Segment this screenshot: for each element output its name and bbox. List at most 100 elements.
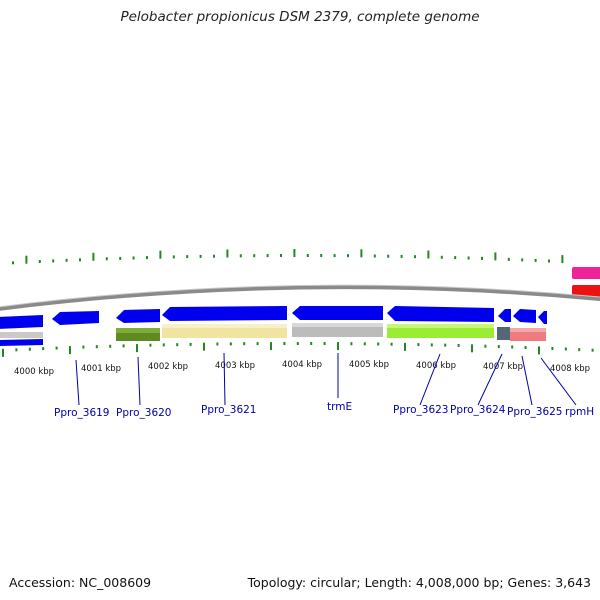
tick-mark bbox=[521, 258, 524, 262]
tick-mark bbox=[82, 345, 85, 349]
tick-mark bbox=[564, 347, 567, 351]
tick-mark bbox=[92, 252, 95, 261]
gene-label-ppro-3623[interactable]: Ppro_3623 bbox=[393, 404, 448, 416]
gene-label-rpmh[interactable]: rpmH bbox=[565, 406, 594, 418]
tick-mark bbox=[55, 346, 58, 350]
top-tick-row bbox=[12, 249, 564, 265]
tick-mark bbox=[199, 254, 202, 258]
kbp-label: 4003 kbp bbox=[215, 361, 255, 371]
tick-mark bbox=[347, 254, 349, 258]
tick-mark bbox=[551, 347, 554, 350]
feature-block[interactable] bbox=[497, 327, 510, 340]
tick-mark bbox=[310, 342, 313, 345]
kbp-label: 4000 kbp bbox=[14, 367, 54, 377]
tick-mark bbox=[414, 255, 416, 259]
gene-label-trme[interactable]: trmE bbox=[327, 401, 352, 413]
tick-mark bbox=[253, 254, 256, 258]
tick-mark bbox=[226, 249, 229, 258]
tick-mark bbox=[497, 345, 500, 349]
kbp-label: 4008 kbp bbox=[550, 364, 590, 374]
tick-mark bbox=[538, 346, 540, 355]
tick-mark bbox=[404, 342, 406, 351]
gene-leader-lines bbox=[75, 352, 577, 406]
tick-mark bbox=[119, 256, 122, 260]
tick-mark bbox=[430, 343, 433, 347]
tick-mark bbox=[320, 254, 323, 257]
tick-mark bbox=[159, 250, 162, 259]
tick-mark bbox=[229, 342, 232, 346]
tick-mark bbox=[296, 342, 299, 345]
gene-arrow[interactable] bbox=[387, 306, 494, 322]
tick-mark bbox=[149, 343, 152, 347]
tick-mark bbox=[494, 252, 497, 261]
tick-mark bbox=[136, 344, 138, 353]
gene-arrow[interactable] bbox=[162, 306, 287, 321]
genome-summary-text: Topology: circular; Length: 4,008,000 bp… bbox=[247, 575, 591, 590]
feature-red-bar bbox=[572, 285, 600, 297]
gene-label-ppro-3621[interactable]: Ppro_3621 bbox=[201, 404, 256, 416]
tick-mark bbox=[283, 342, 286, 345]
kbp-label: 4002 kbp bbox=[148, 362, 188, 372]
tick-mark bbox=[387, 254, 390, 258]
tick-mark bbox=[444, 343, 447, 347]
tick-mark bbox=[12, 261, 14, 265]
tick-mark bbox=[578, 348, 581, 352]
tick-mark bbox=[25, 255, 28, 264]
tick-mark bbox=[189, 342, 192, 346]
gene-label-ppro-3625[interactable]: Ppro_3625 bbox=[507, 406, 562, 418]
gene-arrow[interactable] bbox=[498, 309, 511, 322]
tick-mark bbox=[534, 258, 537, 262]
tick-mark bbox=[172, 255, 175, 259]
bottom-tick-row bbox=[2, 342, 594, 357]
kbp-label: 4006 kbp bbox=[416, 361, 456, 371]
tick-mark bbox=[293, 249, 296, 257]
gene-label-ppro-3620[interactable]: Ppro_3620 bbox=[116, 407, 171, 419]
tick-mark bbox=[122, 344, 125, 348]
gene-label-ppro-3619[interactable]: Ppro_3619 bbox=[54, 407, 109, 419]
tick-mark bbox=[511, 345, 514, 349]
tick-mark bbox=[337, 342, 339, 351]
tick-mark bbox=[2, 348, 4, 357]
tick-mark bbox=[38, 260, 41, 263]
gene-labels: Ppro_3619 Ppro_3620 Ppro_3621 trmE Ppro_… bbox=[54, 401, 594, 419]
strand-arrow-row bbox=[0, 306, 547, 346]
tick-mark bbox=[591, 348, 594, 352]
genome-backbone bbox=[0, 285, 600, 311]
tick-mark bbox=[484, 344, 487, 348]
feature-grey-strip bbox=[0, 332, 43, 338]
tick-mark bbox=[390, 342, 393, 346]
tick-mark bbox=[216, 342, 219, 346]
feature-pink-bar bbox=[572, 267, 600, 279]
tick-mark bbox=[213, 254, 215, 258]
tick-mark bbox=[440, 255, 443, 259]
gene-arrow[interactable] bbox=[0, 339, 43, 346]
gene-arrow[interactable] bbox=[513, 309, 536, 323]
tick-mark bbox=[42, 347, 45, 351]
gene-arrow[interactable] bbox=[116, 309, 160, 323]
tick-mark bbox=[176, 343, 179, 347]
tick-mark bbox=[363, 342, 366, 346]
tick-mark bbox=[481, 256, 483, 260]
tick-mark bbox=[333, 254, 336, 258]
tick-mark bbox=[306, 254, 309, 257]
accession-text: Accession: NC_008609 bbox=[9, 575, 152, 590]
tick-mark bbox=[548, 259, 550, 263]
gene-arrow[interactable] bbox=[292, 306, 383, 320]
tick-mark bbox=[323, 342, 326, 345]
gene-arrow[interactable] bbox=[52, 311, 99, 325]
gene-arrow[interactable] bbox=[0, 315, 43, 329]
gene-label-ppro-3624[interactable]: Ppro_3624 bbox=[450, 404, 506, 416]
tick-mark bbox=[28, 347, 31, 351]
tick-mark bbox=[105, 257, 108, 261]
tick-mark bbox=[454, 256, 457, 260]
tick-mark bbox=[507, 257, 510, 261]
tick-mark bbox=[203, 342, 205, 351]
tick-mark bbox=[69, 346, 71, 355]
kbp-label: 4001 kbp bbox=[81, 364, 121, 374]
tick-mark bbox=[457, 344, 460, 347]
gene-arrow[interactable] bbox=[538, 311, 547, 324]
kbp-scale: 4000 kbp 4001 kbp 4002 kbp 4003 kbp 4004… bbox=[14, 360, 590, 377]
tick-mark bbox=[524, 346, 527, 349]
kbp-label: 4005 kbp bbox=[349, 360, 389, 370]
